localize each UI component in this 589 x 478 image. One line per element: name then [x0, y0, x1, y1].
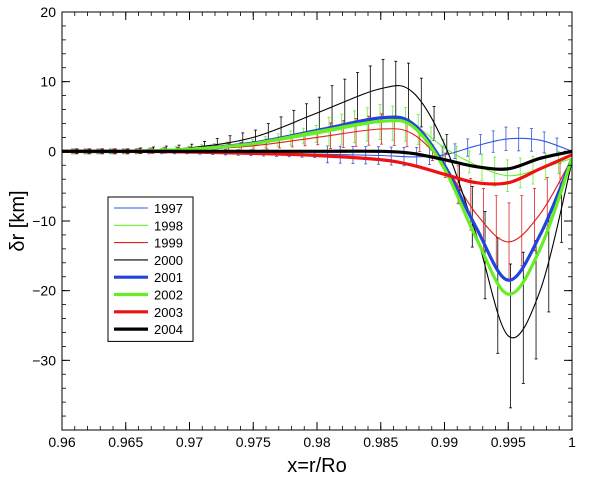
series-line-2002: [62, 118, 572, 296]
y-tick-label: −20: [32, 283, 56, 299]
legend-label-2002: 2002: [154, 288, 183, 303]
x-tick-label: 0.96: [48, 434, 75, 450]
y-axis: −30 −20 −10 0 10 20: [32, 4, 572, 368]
y-tick-label: 0: [48, 143, 56, 159]
legend-label-2000: 2000: [154, 253, 183, 268]
series-line-2004: [62, 149, 572, 171]
x-axis-title: x=r/Ro: [287, 455, 346, 477]
x-tick-label: 0.995: [491, 434, 526, 450]
y-tick-label: 10: [40, 74, 56, 90]
legend-label-2001: 2001: [154, 270, 183, 285]
x-tick-label: 0.975: [236, 434, 271, 450]
y-tick-label: −10: [32, 213, 56, 229]
series-lines: [62, 85, 572, 339]
x-tick-label: 0.97: [176, 434, 203, 450]
legend-label-2004: 2004: [154, 322, 183, 337]
y-axis-title: δr [km]: [7, 190, 29, 251]
x-tick-label: 1: [568, 434, 576, 450]
y-tick-label: −30: [32, 352, 56, 368]
x-tick-label: 0.965: [108, 434, 143, 450]
x-tick-label: 0.99: [431, 434, 458, 450]
legend-box: [107, 196, 194, 342]
legend: 1997 1998 1999 2000 2001 2002 2003 2004: [107, 196, 194, 342]
y-tick-label: 20: [40, 4, 56, 20]
x-tick-label: 0.985: [363, 434, 398, 450]
legend-label-1997: 1997: [154, 201, 183, 216]
legend-label-1999: 1999: [154, 236, 183, 251]
legend-label-1998: 1998: [154, 218, 183, 233]
x-tick-label: 0.98: [303, 434, 330, 450]
legend-label-2003: 2003: [154, 305, 183, 320]
x-axis: 0.96 0.965 0.97 0.975 0.98 0.985 0.99 0.995 1: [48, 12, 576, 450]
